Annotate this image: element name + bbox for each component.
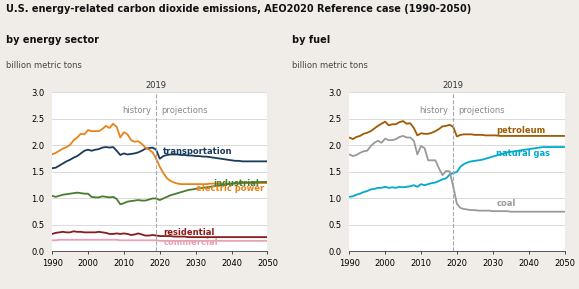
Text: billion metric tons: billion metric tons [6, 61, 82, 70]
Text: history: history [419, 106, 448, 115]
Text: 2019: 2019 [146, 81, 167, 90]
Text: U.S. energy-related carbon dioxide emissions, AEO2020 Reference case (1990-2050): U.S. energy-related carbon dioxide emiss… [6, 4, 471, 14]
Text: billion metric tons: billion metric tons [292, 61, 368, 70]
Text: industrial: industrial [214, 179, 259, 188]
Text: natural gas: natural gas [496, 149, 551, 158]
Text: by fuel: by fuel [292, 35, 331, 45]
Text: residential: residential [163, 228, 215, 237]
Text: projections: projections [162, 106, 208, 115]
Text: by energy sector: by energy sector [6, 35, 99, 45]
Text: transportation: transportation [163, 147, 233, 156]
Text: commercial: commercial [163, 238, 218, 247]
Text: history: history [122, 106, 151, 115]
Text: 2019: 2019 [443, 81, 464, 90]
Text: petroleum: petroleum [496, 126, 545, 135]
Text: electric power: electric power [196, 184, 264, 193]
Text: coal: coal [496, 199, 516, 208]
Text: projections: projections [459, 106, 505, 115]
